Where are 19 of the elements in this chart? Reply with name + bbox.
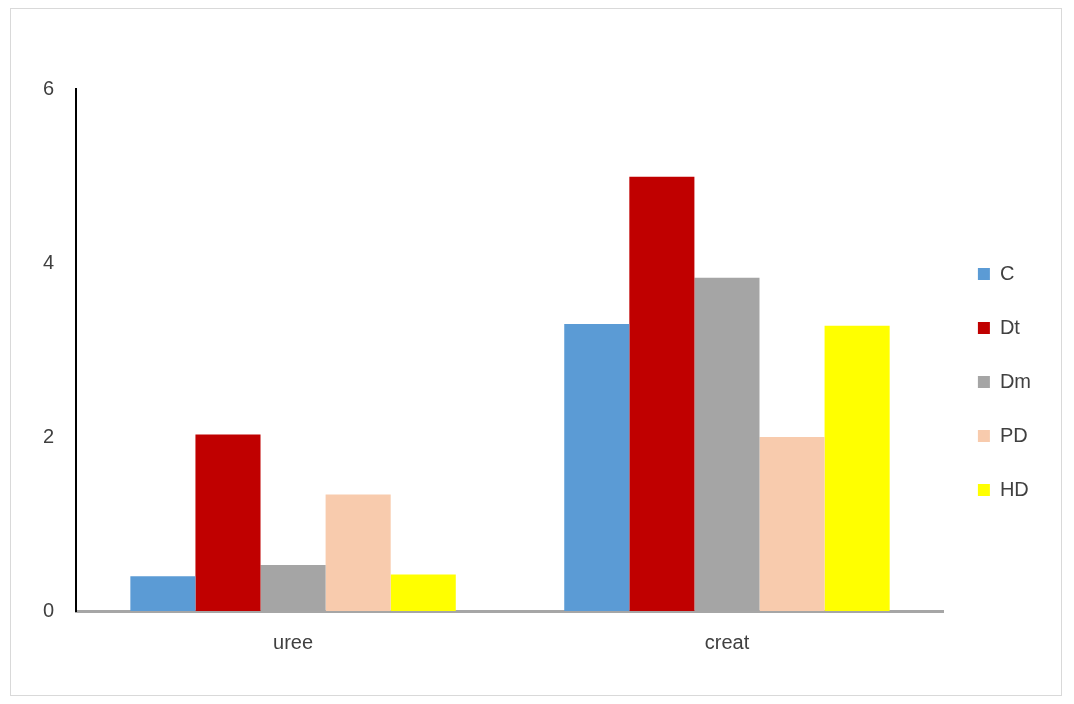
- x-tick-label: creat: [704, 630, 750, 653]
- legend-label: C: [999, 261, 1015, 284]
- bar: [195, 434, 261, 611]
- legend-label: Dt: [999, 315, 1021, 338]
- bar: [564, 323, 630, 611]
- legend-label: PD: [999, 423, 1028, 446]
- y-tick-label: 4: [43, 250, 55, 273]
- bar: [629, 176, 695, 611]
- y-tick-label: 6: [43, 76, 55, 99]
- y-tick-label: 2: [43, 424, 55, 447]
- legend-label: HD: [999, 477, 1029, 500]
- x-tick-label: uree: [273, 630, 314, 653]
- bar: [130, 576, 196, 611]
- y-tick-label: 0: [43, 598, 55, 621]
- bar: [824, 325, 890, 611]
- bar: [759, 437, 825, 611]
- legend-label: Dm: [999, 369, 1032, 392]
- bar: [325, 494, 391, 611]
- bar: [390, 574, 456, 611]
